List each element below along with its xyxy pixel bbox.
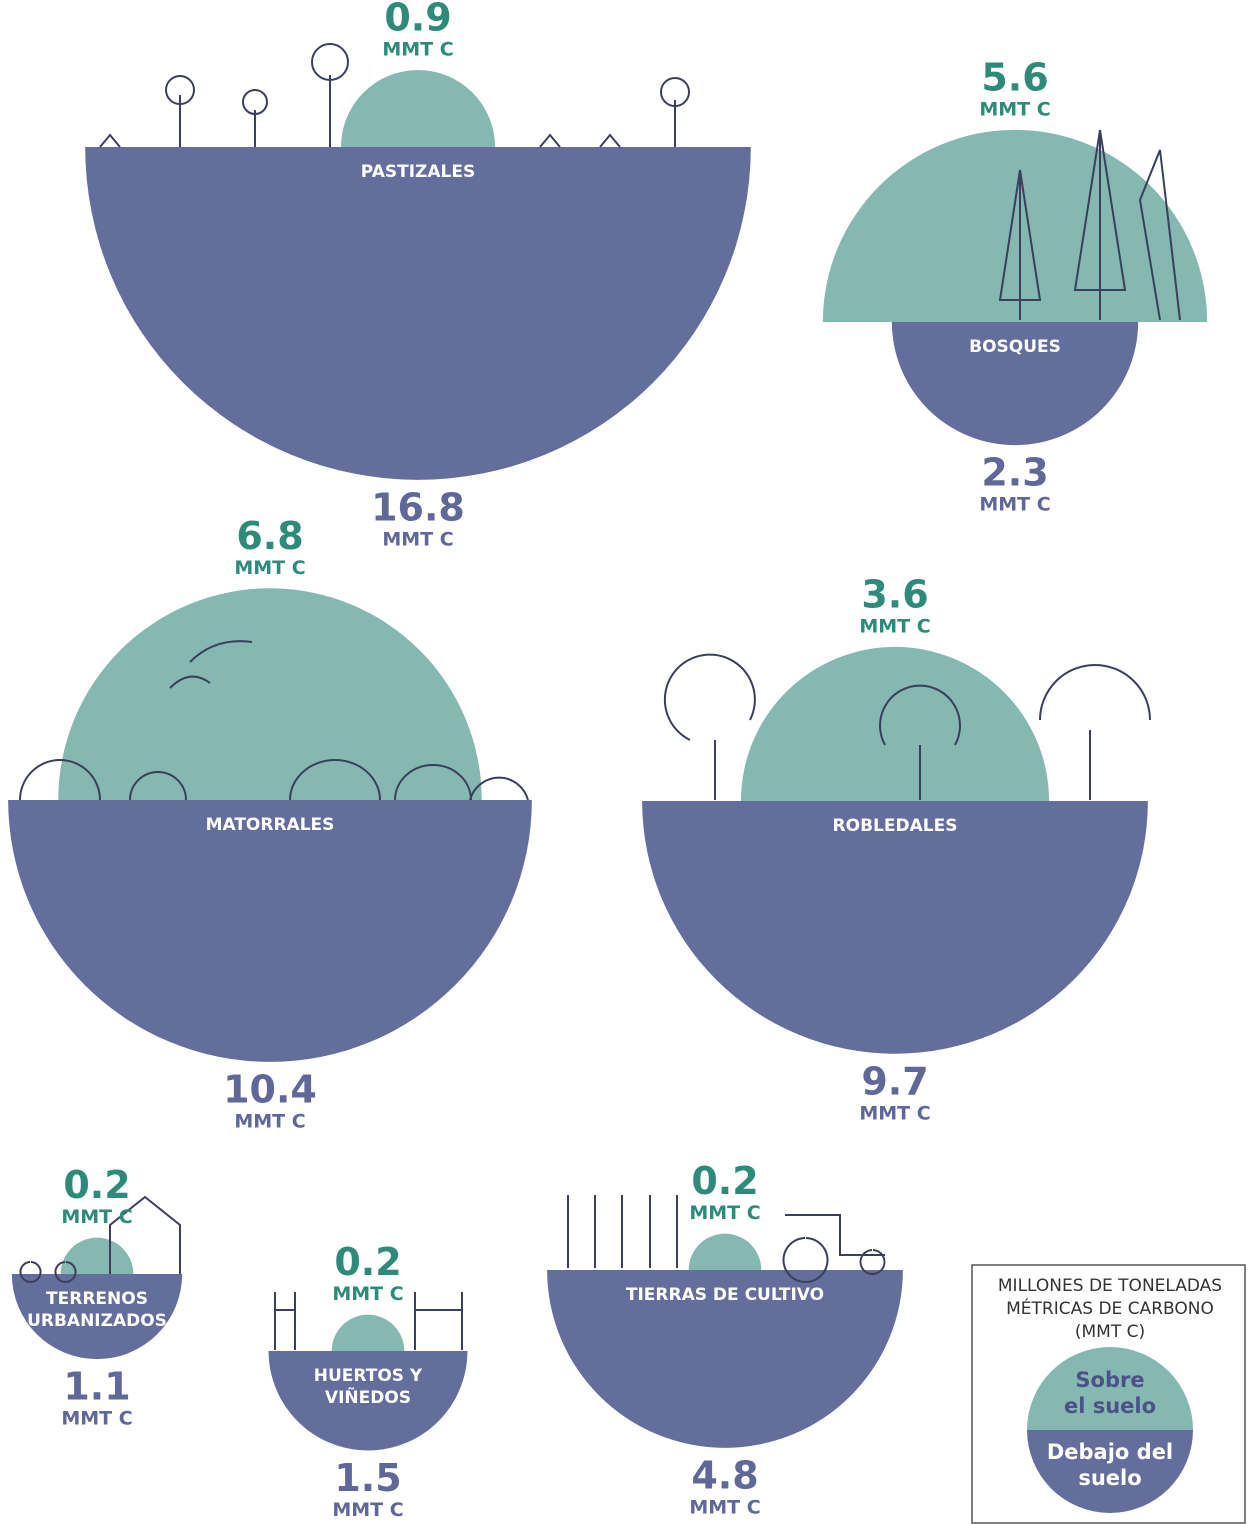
below-unit: MMT C: [234, 1110, 305, 1132]
above-value: 6.8: [236, 514, 303, 558]
decorations: [19, 43, 1181, 1350]
above-value: 0.9: [384, 0, 451, 39]
above-unit: MMT C: [979, 98, 1050, 120]
legend-title: (MMT C): [1075, 1322, 1145, 1342]
below-unit: MMT C: [61, 1408, 132, 1430]
above-value: 3.6: [861, 572, 928, 616]
below-unit: MMT C: [979, 494, 1050, 516]
category-label: URBANIZADOS: [27, 1311, 167, 1331]
above-ground: [60, 1237, 134, 1274]
below-unit: MMT C: [689, 1496, 760, 1518]
below-unit: MMT C: [332, 1499, 403, 1521]
below-value: 2.3: [981, 451, 1048, 495]
above-value: 0.2: [63, 1163, 130, 1207]
category-label: TERRENOS: [46, 1289, 148, 1309]
legend-below-label: Debajo del: [1047, 1440, 1173, 1464]
legend-below-label: suelo: [1078, 1466, 1141, 1490]
above-ground: [688, 1233, 762, 1270]
below-unit: MMT C: [859, 1102, 930, 1124]
above-value: 0.2: [691, 1159, 758, 1203]
category-label: MATORRALES: [206, 815, 335, 835]
legend-above-label: Sobre: [1075, 1368, 1144, 1392]
below-value: 9.7: [861, 1059, 928, 1103]
above-ground: [822, 129, 1208, 322]
above-unit: MMT C: [234, 557, 305, 579]
below-ground: [891, 322, 1139, 446]
below-ground: [268, 1351, 468, 1451]
legend-title: MÉTRICAS DE CARBONO: [1006, 1297, 1214, 1319]
below-ground: [642, 801, 1148, 1054]
legend-above-label: el suelo: [1064, 1394, 1156, 1418]
above-unit: MMT C: [61, 1206, 132, 1228]
above-ground: [340, 69, 496, 147]
category-label: PASTIZALES: [361, 162, 475, 182]
above-value: 5.6: [981, 55, 1048, 99]
above-value: 0.2: [334, 1240, 401, 1284]
below-ground: [11, 1274, 183, 1360]
above-unit: MMT C: [689, 1202, 760, 1224]
above-unit: MMT C: [859, 615, 930, 637]
above-unit: MMT C: [332, 1283, 403, 1305]
below-value: 1.1: [63, 1365, 130, 1409]
category-label: HUERTOS Y: [314, 1366, 423, 1386]
above-ground: [740, 646, 1050, 801]
category-label: BOSQUES: [969, 337, 1061, 357]
below-ground: [547, 1270, 903, 1448]
below-value: 16.8: [371, 485, 465, 529]
above-ground: [58, 588, 482, 800]
below-ground: [8, 800, 532, 1062]
category-label: TIERRAS DE CULTIVO: [626, 1285, 824, 1305]
legend-below: [1027, 1430, 1193, 1513]
category-label: ROBLEDALES: [833, 816, 958, 836]
legend-above: [1027, 1347, 1193, 1430]
below-value: 10.4: [223, 1067, 317, 1111]
above-unit: MMT C: [382, 38, 453, 60]
category-label: VIÑEDOS: [325, 1385, 411, 1408]
below-value: 1.5: [334, 1456, 401, 1500]
below-unit: MMT C: [382, 528, 453, 550]
legend-title: MILLONES DE TONELADAS: [998, 1276, 1222, 1296]
above-ground: [331, 1314, 405, 1351]
below-ground: [85, 147, 751, 480]
below-value: 4.8: [691, 1453, 758, 1497]
